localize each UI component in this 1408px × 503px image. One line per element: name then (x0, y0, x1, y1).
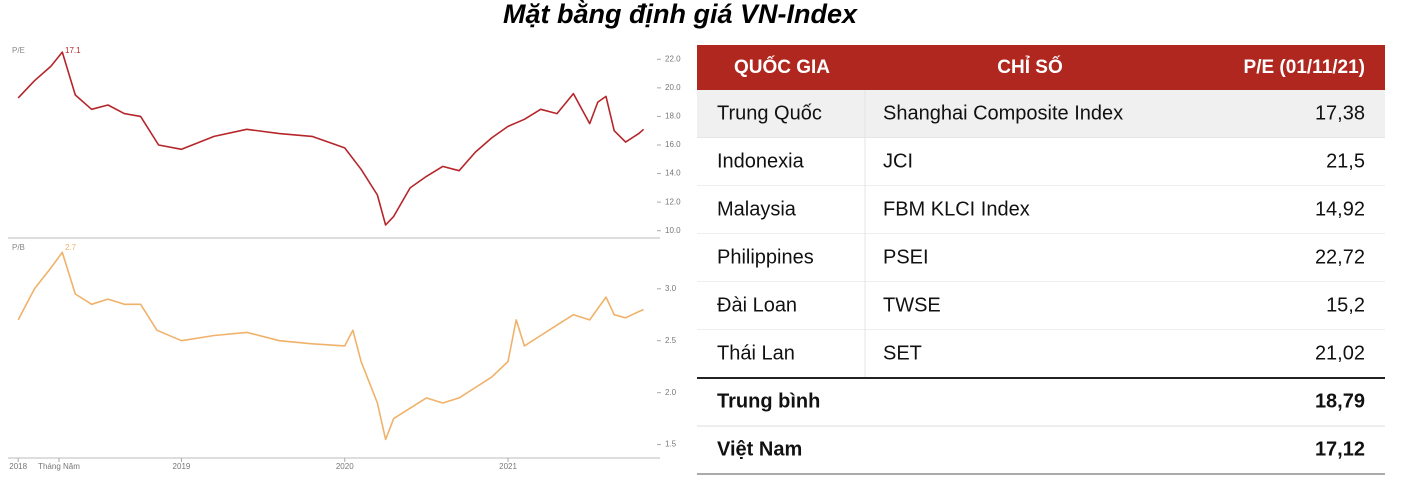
table-header-bg (697, 45, 1385, 90)
table-row-bg (697, 90, 1385, 138)
table-cell: JCI (883, 150, 913, 172)
chart-label: P/B (12, 243, 25, 252)
chart-label: P/E (12, 46, 25, 55)
summary-value: 18,79 (1315, 390, 1365, 412)
y-tick-label: 12.0 (665, 197, 681, 206)
y-tick-label: 14.0 (665, 169, 681, 178)
current-value-label: 2.7 (65, 243, 77, 252)
table-cell: Shanghai Composite Index (883, 102, 1123, 124)
y-tick-label: 20.0 (665, 83, 681, 92)
table-row-bg (697, 234, 1385, 282)
x-tick-label: 2018 (9, 462, 27, 471)
table-cell: Thái Lan (717, 342, 795, 364)
x-tick-label: 2021 (499, 462, 517, 471)
current-value-label: 17.1 (65, 46, 81, 55)
table-cell: 21,02 (1315, 342, 1365, 364)
table-cell: Trung Quốc (717, 102, 822, 124)
table-cell: 22,72 (1315, 246, 1365, 268)
table-cell: 15,2 (1326, 294, 1365, 316)
summary-label: Trung bình (717, 390, 820, 412)
summary-label: Việt Nam (717, 438, 802, 460)
table-cell: Đài Loan (717, 294, 797, 316)
line-series (17, 251, 644, 441)
y-tick-label: 16.0 (665, 140, 681, 149)
table-cell: SET (883, 342, 922, 364)
x-tick-label: 2020 (336, 462, 354, 471)
y-tick-label: 10.0 (665, 226, 681, 235)
table-cell: Philippines (717, 246, 814, 268)
table-header-cell: CHỈ SỐ (997, 56, 1062, 78)
table-cell: TWSE (883, 294, 941, 316)
table-cell: 14,92 (1315, 198, 1365, 220)
y-tick-label: 1.5 (665, 440, 677, 449)
table-header-cell: QUỐC GIA (734, 56, 830, 78)
table-cell: Indonexia (717, 150, 805, 172)
table-cell: 21,5 (1326, 150, 1365, 172)
x-tick-label: Tháng Năm (38, 462, 80, 471)
y-tick-label: 18.0 (665, 112, 681, 121)
line-series (17, 51, 645, 226)
y-tick-label: 2.0 (665, 388, 677, 397)
table-row-bg (697, 330, 1385, 378)
x-tick-label: 2019 (173, 462, 191, 471)
table-cell: 17,38 (1315, 102, 1365, 124)
table-cell: FBM KLCI Index (883, 198, 1030, 220)
page-title: Mặt bằng định giá VN-Index (503, 0, 858, 29)
table-row-bg (697, 138, 1385, 186)
table-cell: PSEI (883, 246, 929, 268)
y-tick-label: 22.0 (665, 54, 681, 63)
chart-panel (0, 40, 690, 460)
summary-value: 17,12 (1315, 438, 1365, 460)
table-row-bg (697, 186, 1385, 234)
table-row-bg (697, 282, 1385, 330)
table-header-cell: P/E (01/11/21) (1244, 57, 1365, 78)
y-tick-label: 2.5 (665, 336, 677, 345)
table-cell: Malaysia (717, 198, 797, 220)
y-tick-label: 3.0 (665, 284, 677, 293)
